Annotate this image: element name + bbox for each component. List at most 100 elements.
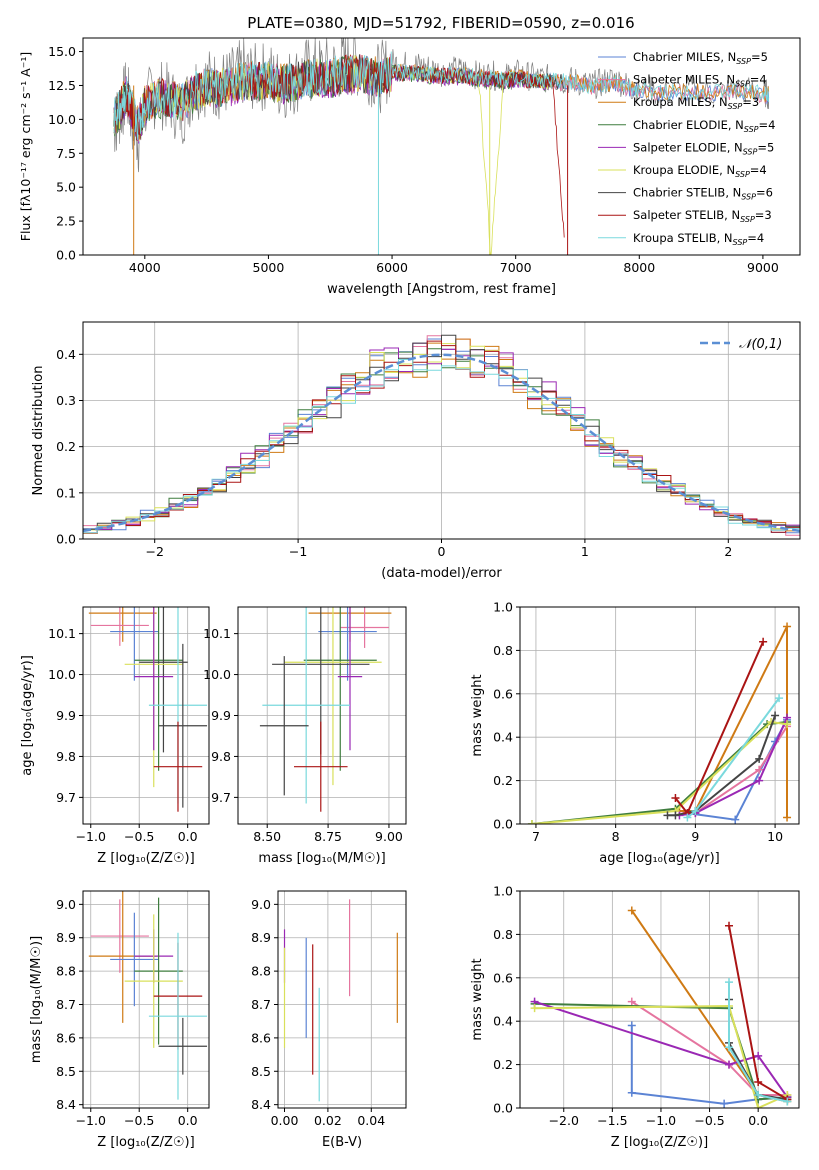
legend-label: Chabrier STELIB, NSSP=6	[633, 186, 773, 202]
weight-point	[530, 1004, 539, 1013]
panel-weight-vs-age: 7 8 9 10 0.0 0.2 0.4 0.6 0.8 1.0 age [log₁₀(age/yr…	[470, 600, 800, 866]
y-tick-label: 8.9	[251, 930, 271, 945]
x-tick-label: −0.5	[124, 829, 154, 844]
y-axis-label: mass [log₁₀(M/M☉)]	[29, 936, 44, 1063]
legend-label-end: =4	[759, 118, 776, 132]
plot-area-age-vs-mass	[259, 607, 392, 812]
x-axis-label: E(B-V)	[322, 1135, 362, 1150]
legend-label-main: Salpeter MILES, N	[633, 73, 735, 87]
weight-point	[627, 997, 636, 1006]
weight-point	[720, 1099, 729, 1108]
weight-point	[627, 1088, 636, 1097]
x-tick-label: −1.0	[76, 1113, 106, 1128]
panel-mass-vs-Z: −1.0 −0.5 0.0 8.4 8.5 8.6 8.7 8.8 8.9 9.0 Z [log₁₀…	[29, 890, 210, 1150]
weight-line-kroupa-elodie	[534, 1004, 788, 1108]
legend-label-main: Kroupa STELIB, N	[633, 231, 733, 245]
y-tick-label: 9.8	[211, 749, 231, 764]
panels: 4000 5000 6000 7000 8000 90000.02.55.07.510.0…	[18, 37, 801, 1150]
legend-label: Kroupa ELODIE, NSSP=4	[633, 163, 767, 179]
weight-point	[755, 754, 764, 763]
weight-point	[754, 1104, 763, 1108]
weight-point	[683, 813, 692, 822]
x-tick-label: 9000	[747, 260, 779, 275]
legend-label-end: =5	[757, 140, 774, 154]
weight-point	[754, 1077, 763, 1086]
legend-label-end: =4	[750, 73, 767, 87]
x-tick-label: −0.5	[124, 1113, 154, 1128]
weight-point	[755, 765, 764, 774]
y-axis-label: Flux [fλ10⁻¹⁷ erg cm⁻² s⁻¹ A⁻¹]	[18, 52, 33, 241]
x-tick-label: −1.5	[597, 1113, 627, 1128]
plot-area-age-vs-Z	[88, 607, 208, 812]
x-axis-label: Z [log₁₀(Z/Z☉)]	[97, 851, 194, 866]
legend-label-end: =3	[742, 95, 759, 109]
axes-frame	[519, 890, 800, 1109]
legend-label-sub: SSP	[736, 57, 751, 66]
y-tick-label: 1.0	[493, 600, 513, 615]
weight-point	[783, 622, 792, 631]
weight-point	[754, 1090, 763, 1099]
x-axis-label: Z [log₁₀(Z/Z☉)]	[611, 1135, 708, 1150]
legend-label-end: =4	[747, 231, 764, 245]
panel-residuals: −2 −1 0 1 2 0.0 0.1 0.2 0.3 0.4 (data-model)/error…	[31, 321, 801, 581]
y-tick-label: 10.1	[48, 626, 76, 641]
y-tick-label: 9.9	[56, 708, 76, 723]
x-tick-label: 0.02	[314, 1113, 342, 1128]
y-tick-label: 10.0	[48, 667, 76, 682]
legend-label-sub: SSP	[743, 147, 758, 156]
x-axis-label: (data-model)/error	[381, 566, 502, 581]
y-tick-label: 0.2	[56, 439, 76, 454]
weight-point	[783, 720, 792, 729]
x-tick-label: −1.0	[76, 829, 106, 844]
x-tick-label: 10	[767, 829, 783, 844]
y-tick-label: 0.0	[493, 817, 513, 832]
model-line-salpeter-stelib	[113, 54, 565, 238]
y-tick-label: 12.5	[48, 78, 76, 93]
y-tick-label: 15.0	[48, 44, 76, 59]
y-tick-label: 0.2	[493, 773, 513, 788]
x-tick-label: 1	[581, 544, 589, 559]
y-tick-label: 9.9	[211, 708, 231, 723]
x-tick-label: 0.04	[357, 1113, 385, 1128]
y-tick-label: 0.0	[56, 248, 76, 263]
legend-label-sub: SSP	[728, 102, 743, 111]
x-tick-label: 4000	[129, 260, 161, 275]
weight-point	[663, 811, 672, 820]
weight-point	[627, 1021, 636, 1030]
plot-area-weight-vs-Z	[530, 906, 792, 1108]
x-tick-label: 9	[691, 829, 699, 844]
y-tick-label: 10.1	[203, 626, 231, 641]
legend-label-main: Chabrier ELODIE, N	[633, 118, 744, 132]
weight-point	[783, 813, 792, 822]
x-tick-label: 7	[532, 829, 540, 844]
y-tick-label: 8.5	[56, 1064, 76, 1079]
x-tick-label: 8	[612, 829, 620, 844]
x-tick-label: 0.0	[178, 829, 198, 844]
y-tick-label: 2.5	[56, 214, 76, 229]
panel-spectrum: 4000 5000 6000 7000 8000 9000 0.0 2.5 5.0 7.5 10.0…	[18, 37, 801, 297]
weight-point	[783, 1097, 792, 1106]
y-tick-label: 0.3	[56, 393, 76, 408]
legend-label: Kroupa MILES, NSSP=3	[633, 95, 759, 111]
weight-point	[725, 978, 734, 987]
axes-frame	[82, 37, 801, 256]
y-tick-label: 8.6	[56, 1030, 76, 1045]
y-tick-label: 0.4	[493, 1014, 513, 1029]
y-tick-label: 9.0	[251, 897, 271, 912]
model-line-kroupa-miles	[113, 55, 770, 138]
x-tick-label: 0.0	[178, 1113, 198, 1128]
y-tick-label: 0.6	[493, 970, 513, 985]
weight-point	[754, 1051, 763, 1060]
legend-label-sub: SSP	[744, 125, 759, 134]
y-tick-label: 1.0	[493, 884, 513, 899]
weight-point	[671, 793, 680, 802]
x-axis-label: age [log₁₀(age/yr)]	[599, 851, 720, 866]
y-tick-label: 0.1	[56, 485, 76, 500]
legend-label-main: Kroupa MILES, N	[633, 95, 728, 109]
y-axis-label: Normed distribution	[31, 366, 46, 496]
y-axis-label: mass weight	[470, 958, 485, 1040]
weight-point	[725, 1060, 734, 1069]
x-tick-label: 0	[438, 544, 446, 559]
y-tick-label: 8.6	[251, 1030, 271, 1045]
weight-point	[671, 811, 680, 820]
